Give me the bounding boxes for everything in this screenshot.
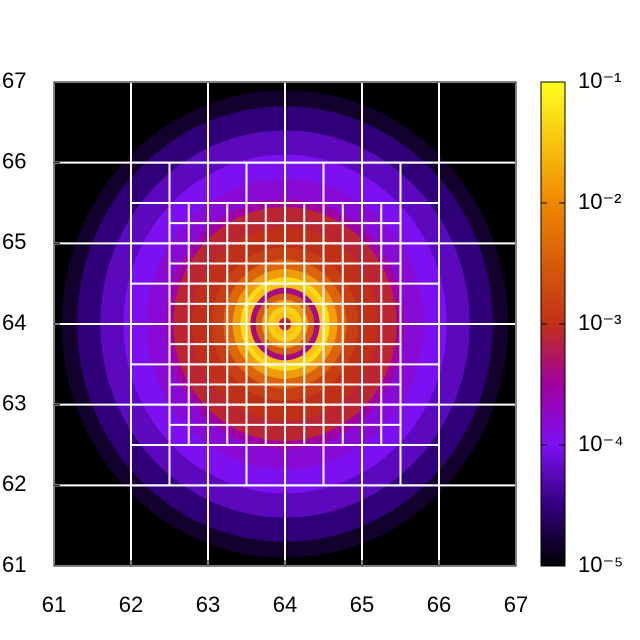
y-tick-label: 67 [2, 68, 26, 93]
y-tick-label: 63 [2, 390, 26, 415]
colorbar-tick-label: 10⁻⁴ [578, 431, 624, 456]
colorbar-tick-label: 10⁻² [578, 189, 621, 214]
x-tick-label: 64 [273, 592, 297, 617]
y-tick-label: 62 [2, 471, 26, 496]
y-tick-label: 64 [2, 310, 26, 335]
colorbar-tick-label: 10⁻³ [578, 310, 621, 335]
heatmap-field [54, 82, 516, 566]
y-tick-label: 66 [2, 148, 26, 173]
x-tick-label: 62 [119, 592, 143, 617]
colorbar-tick-label: 10⁻⁵ [578, 552, 623, 577]
y-tick-label: 61 [2, 552, 26, 577]
y-tick-label: 65 [2, 229, 26, 254]
colorbar-tick-label: 10⁻¹ [578, 68, 621, 93]
x-tick-label: 63 [196, 592, 220, 617]
x-tick-label: 66 [427, 592, 451, 617]
x-tick-label: 67 [504, 592, 528, 617]
x-tick-label: 61 [42, 592, 66, 617]
x-tick-label: 65 [350, 592, 374, 617]
